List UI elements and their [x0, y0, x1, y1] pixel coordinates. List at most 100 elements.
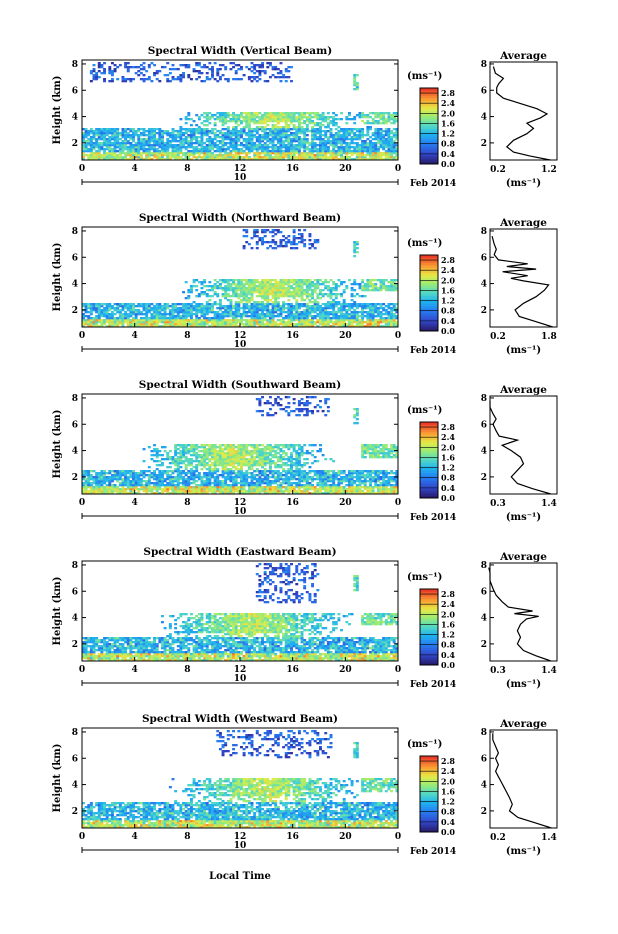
- heatmap-cell: [248, 126, 251, 128]
- heatmap-cell: [256, 279, 259, 281]
- heatmap-cell: [219, 142, 222, 144]
- heatmap-cell: [248, 112, 251, 114]
- heatmap-cell: [95, 486, 98, 488]
- heatmap-cell: [374, 138, 377, 140]
- heatmap-cell: [261, 323, 264, 325]
- heatmap-cell: [100, 315, 103, 317]
- heatmap-cell: [85, 474, 88, 476]
- heatmap-cell: [135, 146, 138, 148]
- heatmap-cell: [190, 482, 193, 484]
- heatmap-cell: [98, 313, 101, 315]
- heatmap-cell: [187, 152, 190, 154]
- heatmap-cell: [306, 152, 309, 154]
- heatmap-cell: [211, 70, 214, 72]
- heatmap-cell: [258, 307, 261, 309]
- heatmap-cell: [311, 293, 314, 295]
- heatmap-cell: [290, 305, 293, 307]
- heatmap-cell: [161, 315, 164, 317]
- heatmap-cell: [219, 287, 222, 289]
- heatmap-cell: [277, 122, 280, 124]
- heatmap-cell: [100, 321, 103, 323]
- heatmap-cell: [216, 70, 219, 72]
- colorbar-swatch: [420, 149, 438, 152]
- heatmap-cell: [229, 146, 232, 148]
- heatmap-cell: [140, 472, 143, 474]
- heatmap-cell: [251, 323, 254, 325]
- heatmap-cell: [145, 490, 148, 492]
- heatmap-cell: [185, 486, 188, 488]
- heatmap-cell: [380, 281, 383, 283]
- heatmap-cell: [306, 319, 309, 321]
- heatmap-cell: [311, 148, 314, 150]
- heatmap-cell: [306, 112, 309, 114]
- heatmap-cell: [87, 315, 90, 317]
- colorbar-tick-label: 2.8: [441, 255, 455, 265]
- heatmap-cell: [219, 68, 222, 70]
- heatmap-cell: [193, 307, 196, 309]
- heatmap-cell: [285, 124, 288, 126]
- heatmap-cell: [369, 154, 372, 156]
- heatmap-cell: [327, 146, 330, 148]
- heatmap-cell: [322, 124, 325, 126]
- heatmap-cell: [143, 303, 146, 305]
- heatmap-cell: [253, 323, 256, 325]
- heatmap-cell: [195, 307, 198, 309]
- heatmap-cell: [148, 482, 151, 484]
- heatmap-cell: [243, 307, 246, 309]
- heatmap-cell: [182, 450, 185, 452]
- heatmap-cell: [177, 313, 180, 315]
- colorbar-swatch: [420, 293, 438, 296]
- heatmap-cell: [179, 76, 182, 78]
- heatmap-cell: [319, 144, 322, 146]
- heatmap-cell: [169, 462, 172, 464]
- heatmap-cell: [345, 311, 348, 313]
- heatmap-cell: [298, 303, 301, 305]
- heatmap-cell: [111, 156, 114, 158]
- heatmap-cell: [261, 319, 264, 321]
- heatmap-cell: [156, 309, 159, 311]
- heatmap-cell: [311, 136, 314, 138]
- heatmap-cell: [287, 138, 290, 140]
- heatmap-cell: [290, 154, 293, 156]
- heatmap-cell: [269, 140, 272, 142]
- heatmap-cell: [198, 152, 201, 154]
- heatmap-cell: [143, 317, 146, 319]
- heatmap-cell: [156, 323, 159, 325]
- heatmap-cell: [161, 319, 164, 321]
- heatmap-cell: [364, 285, 367, 287]
- heatmap-cell: [353, 247, 356, 249]
- heatmap-cell: [374, 132, 377, 134]
- heatmap-cell: [193, 446, 196, 448]
- heatmap-cell: [98, 476, 101, 478]
- heatmap-cell: [369, 146, 372, 148]
- heatmap-cell: [198, 486, 201, 488]
- heatmap-cell: [274, 146, 277, 148]
- heatmap-cell: [311, 289, 314, 291]
- heatmap-cell: [153, 309, 156, 311]
- heatmap-cell: [100, 148, 103, 150]
- heatmap-cell: [253, 122, 256, 124]
- heatmap-cell: [203, 120, 206, 122]
- heatmap-cell: [382, 321, 385, 323]
- heatmap-cell: [340, 307, 343, 309]
- heatmap-cell: [129, 319, 132, 321]
- heatmap-cell: [143, 140, 146, 142]
- heatmap-cell: [301, 239, 304, 241]
- heatmap-cell: [264, 283, 267, 285]
- colorbar-tick-label: 1.6: [441, 285, 455, 295]
- heatmap-cell: [332, 112, 335, 114]
- heatmap-cell: [143, 486, 146, 488]
- heatmap-cell: [124, 154, 127, 156]
- heatmap-cell: [282, 112, 285, 114]
- heatmap-cell: [303, 138, 306, 140]
- heatmap-cell: [337, 317, 340, 319]
- heatmap-cell: [224, 289, 227, 291]
- heatmap-cell: [245, 122, 248, 124]
- heatmap-cell: [158, 140, 161, 142]
- heatmap-cell: [258, 156, 261, 158]
- heatmap-cell: [108, 480, 111, 482]
- heatmap-cell: [348, 142, 351, 144]
- heatmap-cell: [185, 303, 188, 305]
- heatmap-cell: [248, 138, 251, 140]
- heatmap-cell: [243, 289, 246, 291]
